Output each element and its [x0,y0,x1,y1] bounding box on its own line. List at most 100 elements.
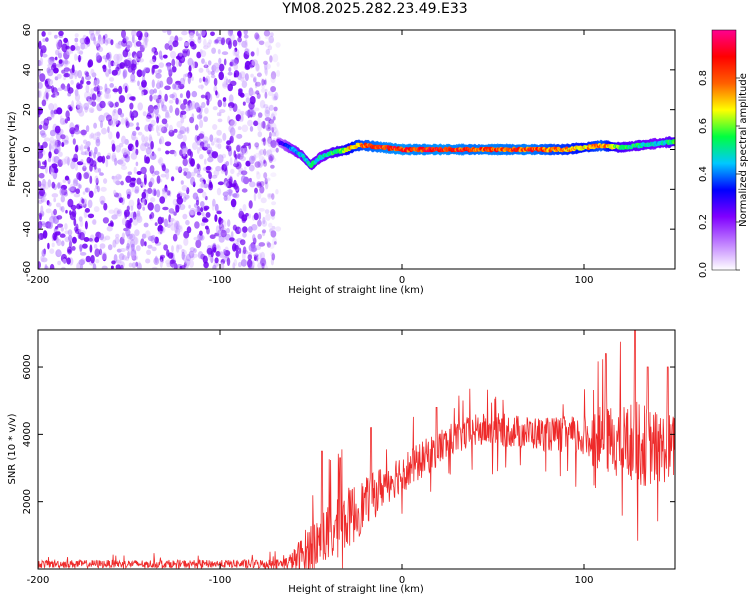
noise-blob [159,196,166,204]
noise-blob [159,98,165,105]
noise-blob [53,197,57,203]
snr-y-label: SNR (10 * v/v) [7,413,18,484]
noise-blob [145,116,151,122]
noise-blob [171,245,174,253]
noise-blob [146,112,151,119]
noise-blob [148,123,154,128]
noise-blob [143,37,149,43]
noise-blob [134,186,140,193]
noise-blob [89,149,93,157]
noise-blob [80,42,86,50]
noise-blob [118,253,125,261]
spectrogram-y-tick-label: 20 [22,103,33,116]
noise-blob [104,87,111,94]
noise-blob [144,241,147,247]
noise-blob [213,67,220,73]
noise-blob [136,262,142,269]
noise-blob [258,150,262,157]
noise-blob [147,187,153,194]
noise-blob [98,46,104,53]
noise-blob [212,198,216,207]
spectrogram-signal-trace [275,136,675,171]
noise-blob [119,248,126,252]
noise-blob [186,126,190,134]
noise-blob [227,219,231,227]
noise-blob [218,235,225,243]
noise-blob [271,225,276,230]
noise-blob [264,109,271,118]
noise-blob [49,129,56,137]
noise-blob [211,203,215,211]
noise-blob [135,126,140,131]
noise-blob [91,219,97,225]
noise-blob [172,233,178,242]
noise-blob [258,155,264,161]
noise-blob [114,118,119,125]
noise-blob [144,142,150,148]
noise-blob [61,266,66,269]
noise-blob [217,118,223,123]
noise-blob [254,32,260,40]
noise-blob [74,162,78,171]
noise-blob [142,75,146,82]
noise-blob [154,106,159,115]
noise-blob [45,165,48,174]
noise-blob [40,255,45,263]
noise-blob [115,66,120,72]
noise-blob [264,209,270,215]
noise-blob [228,79,231,84]
noise-blob [59,206,63,211]
noise-blob [230,198,237,208]
noise-blob [205,165,212,171]
noise-blob [215,143,219,148]
noise-blob [151,67,155,75]
noise-blob [135,41,142,47]
noise-blob [154,222,158,227]
noise-blob [117,192,122,200]
noise-blob [113,189,117,196]
noise-blob [271,201,277,206]
noise-blob [275,226,282,232]
noise-blob [56,238,62,246]
noise-blob [114,101,119,108]
noise-blob [59,187,65,196]
noise-blob [137,102,143,111]
noise-blob [188,157,194,165]
noise-blob [153,51,159,56]
noise-blob [160,126,168,134]
noise-blob [269,55,273,63]
noise-blob [238,247,242,254]
noise-blob [57,39,63,48]
noise-blob [212,124,218,130]
noise-blob [206,42,211,48]
noise-blob [51,242,55,248]
noise-blob [269,38,275,43]
noise-blob [236,145,241,152]
noise-blob [243,93,250,98]
noise-blob [179,77,186,87]
noise-blob [240,259,247,267]
noise-blob [131,252,135,260]
noise-blob [123,209,130,218]
noise-blob [192,142,198,151]
noise-blob [188,250,195,259]
noise-blob [84,106,89,113]
noise-blob [239,208,243,214]
noise-blob [256,181,262,187]
noise-blob [175,167,182,171]
noise-blob [152,94,158,101]
noise-blob [115,180,121,186]
noise-blob [60,195,65,203]
noise-blob [104,235,111,241]
noise-blob [186,90,191,99]
noise-blob [220,169,225,174]
noise-blob [268,119,275,125]
noise-blob [41,31,46,37]
noise-blob [136,171,142,175]
noise-blob [178,83,185,90]
noise-blob [264,108,269,114]
noise-blob [244,73,249,82]
noise-blob [151,266,158,269]
noise-blob [100,186,107,192]
noise-blob [254,187,258,194]
